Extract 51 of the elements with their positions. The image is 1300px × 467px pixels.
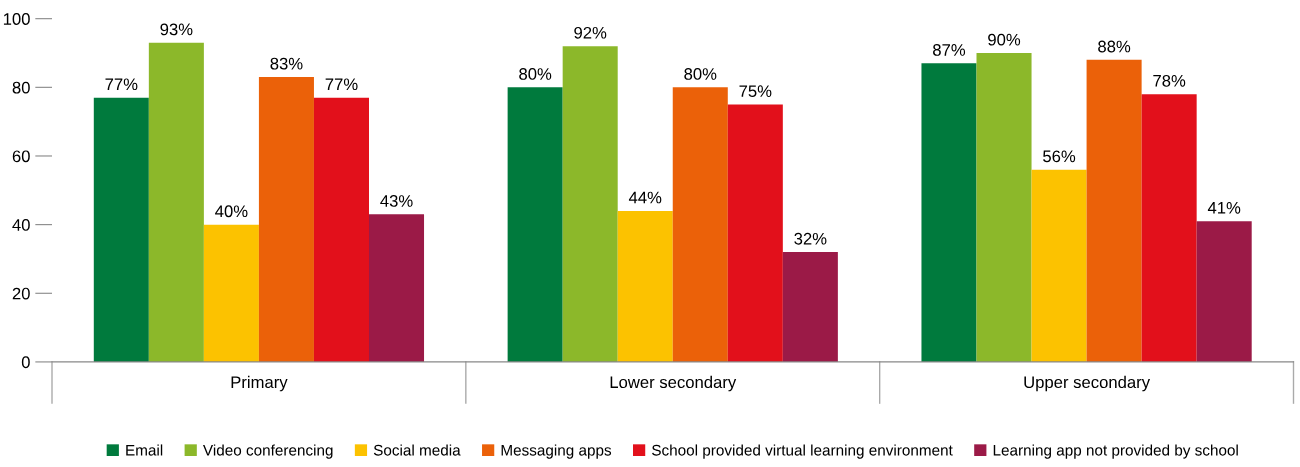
data-label: 80% (519, 68, 552, 80)
data-label: 44% (628, 191, 662, 204)
data-label: 41% (1207, 202, 1241, 214)
data-label: 40% (215, 205, 248, 218)
data-label: 83% (270, 57, 303, 70)
x-tick-label: Upper secondary (1024, 375, 1151, 392)
bar (148, 42, 204, 362)
bar (93, 97, 149, 362)
y-tick-label: 40 (12, 219, 30, 231)
data-label: 80% (684, 68, 717, 80)
bar (976, 53, 1032, 362)
data-label: 92% (574, 26, 607, 39)
y-tick-label: 20 (12, 287, 30, 300)
data-label: 88% (1098, 40, 1131, 53)
bar (727, 104, 783, 362)
bar (782, 252, 838, 362)
legend-label: Social media (373, 444, 461, 456)
bar (313, 97, 369, 362)
legend-label: Email (126, 444, 163, 456)
legend-label: Learning app not provided by school (993, 444, 1238, 459)
bar (921, 63, 977, 362)
data-label: 77% (325, 78, 358, 91)
legend-label: School provided virtual learning environment (652, 444, 953, 459)
x-tick-label: Lower secondary (610, 375, 737, 392)
legend-label: Messaging apps (501, 444, 612, 459)
bar (617, 210, 673, 362)
bar (203, 224, 259, 362)
data-label: 32% (794, 232, 827, 245)
data-label: 56% (1043, 150, 1076, 163)
bar (258, 77, 314, 362)
y-tick-label: 80 (12, 81, 30, 94)
bar (507, 87, 563, 362)
data-label: 93% (160, 23, 193, 36)
bar (1141, 94, 1197, 362)
x-tick-label: Primary (231, 375, 288, 392)
data-label: 78% (1153, 74, 1186, 87)
data-label: 87% (933, 44, 966, 56)
data-label: 77% (105, 78, 138, 91)
bar (1196, 221, 1252, 362)
data-label: 43% (380, 195, 413, 207)
bar (672, 87, 728, 362)
bar (562, 46, 618, 362)
bar (1031, 169, 1087, 362)
data-label: 75% (739, 85, 772, 98)
data-label: 90% (988, 33, 1021, 46)
y-tick-label: 0 (21, 356, 30, 369)
legend-label: Video conferencing (203, 444, 333, 459)
y-tick-label: 60 (12, 150, 30, 163)
bar (369, 214, 425, 362)
bar (1086, 59, 1142, 362)
y-tick-label: 100 (3, 13, 30, 25)
